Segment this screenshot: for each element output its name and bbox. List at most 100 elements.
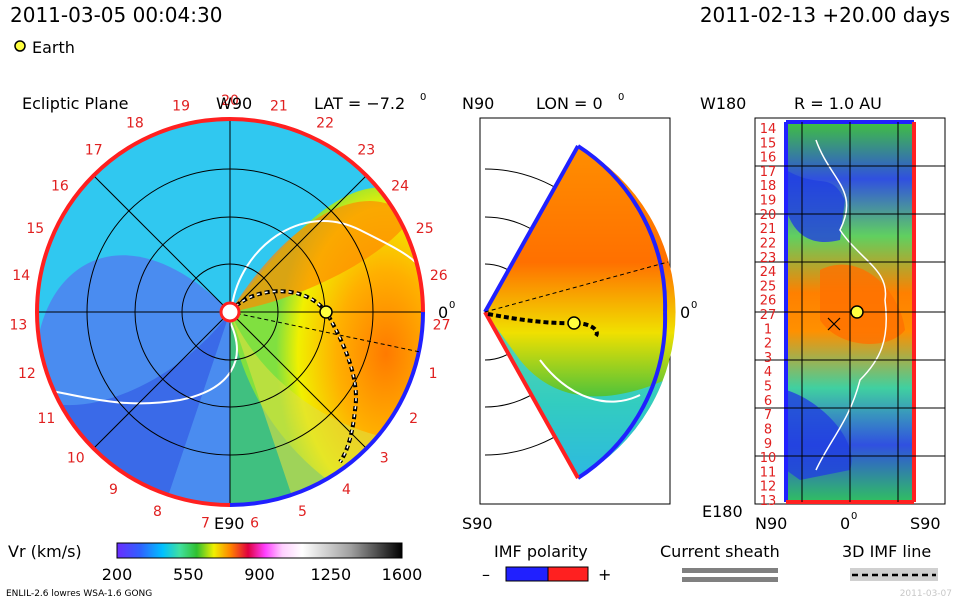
imf-line-title: 3D IMF line bbox=[842, 542, 931, 561]
radial-row-label: 24 bbox=[760, 265, 777, 280]
ecliptic-right-degree: 0 bbox=[449, 300, 455, 311]
ecliptic-tick-labels: 19 20 212223242526271234567891011121314151… bbox=[9, 93, 450, 532]
radial-row-label: 22 bbox=[760, 237, 777, 252]
radial-row-label: 27 bbox=[760, 308, 777, 323]
radial-row-label: 19 bbox=[760, 194, 777, 209]
footer-model-label: ENLIL-2.6 lowres WSA-1.6 GONG bbox=[6, 589, 152, 599]
current-sheath-curve bbox=[44, 317, 238, 405]
ecliptic-top-label: W90 bbox=[216, 94, 252, 113]
radial-x-right: S90 bbox=[910, 514, 941, 533]
radial-row-label: 7 bbox=[764, 408, 772, 423]
radial-earth-marker bbox=[850, 305, 864, 319]
imf-plus-label: + bbox=[598, 565, 611, 584]
meridional-earth-direction bbox=[484, 261, 669, 313]
ecliptic-tick-label: 8 bbox=[153, 504, 162, 520]
radial-row-label: 10 bbox=[760, 451, 777, 466]
meridional-edge-south bbox=[483, 311, 580, 479]
meridional-earth-marker bbox=[567, 316, 581, 330]
radial-bottom-label: E180 bbox=[702, 502, 743, 521]
ecliptic-lat-degree: 0 bbox=[420, 92, 426, 103]
radial-row-label: 20 bbox=[760, 208, 777, 223]
ecliptic-tick-label: 5 bbox=[298, 504, 307, 520]
ecliptic-panel: 19 20 212223242526271234567891011121314151… bbox=[9, 92, 455, 533]
imf-negative-swatch bbox=[505, 566, 549, 582]
ecliptic-tick-label: 23 bbox=[357, 143, 375, 159]
radial-row-label: 15 bbox=[760, 136, 777, 151]
radial-grid bbox=[755, 122, 945, 502]
meridional-polarity-arc bbox=[576, 144, 668, 313]
current-sheath-title: Current sheath bbox=[660, 542, 780, 561]
sun-marker bbox=[219, 301, 241, 323]
ecliptic-tick-label: 16 bbox=[51, 178, 69, 194]
radial-row-labels: 1415161718192021222324252627123456789101… bbox=[760, 122, 777, 509]
polarity-ring-negative bbox=[229, 117, 425, 313]
ecliptic-tick-label: 22 bbox=[316, 116, 334, 132]
meridional-polarity-arc bbox=[576, 311, 668, 480]
ecliptic-tick-label: 7 bbox=[201, 516, 210, 532]
ecliptic-tick-label: 4 bbox=[342, 482, 351, 498]
ecliptic-tick-label: 15 bbox=[26, 221, 44, 237]
ecliptic-tick-label: 12 bbox=[18, 366, 36, 382]
radial-row-label: 13 bbox=[760, 494, 777, 509]
radial-current-sheath bbox=[815, 139, 887, 471]
colorbar-label: Vr (km/s) bbox=[8, 542, 82, 561]
radial-row-label: 21 bbox=[760, 222, 777, 237]
colorbar-tick-label: 200 bbox=[102, 565, 133, 584]
radial-row-label: 5 bbox=[764, 380, 772, 395]
ecliptic-tick-label: 18 bbox=[126, 116, 144, 132]
earth-legend-icon bbox=[14, 40, 26, 52]
meridional-right-label: 0 bbox=[680, 303, 690, 322]
ecliptic-title: Ecliptic Plane bbox=[22, 94, 128, 113]
radial-cross-marker bbox=[827, 317, 841, 331]
ecliptic-tick-label: 24 bbox=[391, 178, 409, 194]
ecliptic-bottom-label: E90 bbox=[214, 514, 244, 533]
colorbar-tick-label: 1600 bbox=[382, 565, 423, 584]
radial-row-label: 1 bbox=[764, 322, 772, 337]
ecliptic-tick-label: 14 bbox=[12, 268, 30, 284]
colorbar-tick-label: 900 bbox=[244, 565, 275, 584]
radial-row-label: 8 bbox=[764, 423, 772, 438]
colorbar bbox=[116, 542, 403, 559]
ecliptic-tick-label: 20 bbox=[221, 93, 239, 109]
radial-x-mid-degree: 0 bbox=[851, 511, 857, 522]
radial-row-label: 23 bbox=[760, 251, 777, 266]
radial-x-left: N90 bbox=[755, 514, 787, 533]
radial-row-label: 12 bbox=[760, 480, 777, 495]
imf-positive-swatch bbox=[547, 566, 589, 582]
polarity-ring-negative bbox=[34, 117, 231, 507]
ecliptic-tick-label: 17 bbox=[85, 143, 103, 159]
ecliptic-tick-label: 10 bbox=[67, 451, 85, 467]
earth-marker bbox=[319, 305, 333, 319]
ecliptic-tick-label: 21 bbox=[270, 99, 288, 115]
radial-row-label: 4 bbox=[764, 365, 772, 380]
ecliptic-right-label: 0 bbox=[438, 303, 448, 322]
current-sheath-swatch bbox=[682, 568, 778, 573]
ecliptic-tick-label: 2 bbox=[409, 411, 418, 427]
ecliptic-tick-label: 6 bbox=[250, 516, 259, 532]
radial-top-label: W180 bbox=[700, 94, 746, 113]
radial-row-label: 16 bbox=[760, 151, 777, 166]
radial-row-label: 11 bbox=[760, 465, 777, 480]
radial-row-label: 6 bbox=[764, 394, 772, 409]
radial-row-label: 2 bbox=[764, 337, 772, 352]
ecliptic-tick-label: 25 bbox=[416, 221, 434, 237]
radial-row-label: 18 bbox=[760, 179, 777, 194]
radial-row-label: 3 bbox=[764, 351, 772, 366]
meridional-panel: N90 LON = 0 0 S90 0 0 bbox=[462, 92, 697, 533]
footer-date-label: 2011-03-07 bbox=[900, 589, 952, 599]
radial-row-label: 26 bbox=[760, 294, 777, 309]
radial-x-mid: 0 bbox=[840, 514, 850, 533]
meridional-edge-north bbox=[483, 145, 580, 313]
colorbar-tick-label: 1250 bbox=[310, 565, 351, 584]
colorbar-tick-label: 550 bbox=[173, 565, 204, 584]
ecliptic-tick-label: 3 bbox=[380, 451, 389, 467]
polarity-ring-positive bbox=[229, 311, 425, 507]
ecliptic-tick-label: 1 bbox=[429, 366, 438, 382]
radial-row-label: 14 bbox=[760, 122, 777, 137]
ecliptic-tick-label: 27 bbox=[433, 317, 451, 333]
forecast-label: 2011-02-13 +20.00 days bbox=[700, 3, 950, 27]
radial-panel: 1415161718192021222324252627123456789101… bbox=[700, 94, 946, 533]
current-sheath-swatch bbox=[682, 577, 778, 582]
timestamp-label: 2011-03-05 00:04:30 bbox=[10, 3, 222, 27]
